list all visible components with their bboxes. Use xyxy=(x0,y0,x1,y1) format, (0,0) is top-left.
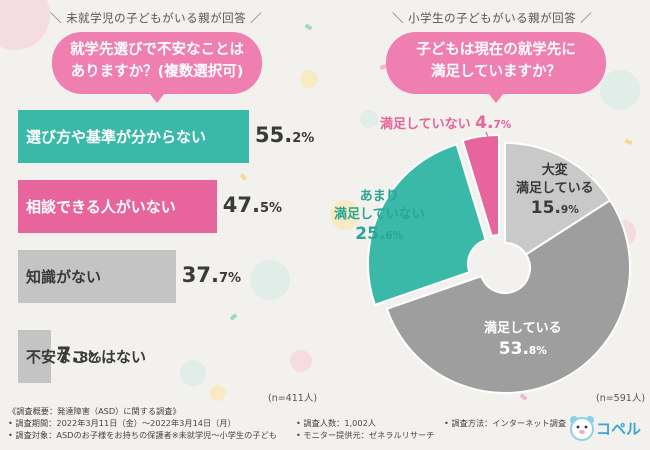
right-sample-size: (n=591人) xyxy=(596,393,646,404)
bar-value-3: 37.7% xyxy=(181,263,242,287)
right-question-line-1: 子どもは現在の就学先に xyxy=(416,42,576,58)
left-sample-size: (n=411人) xyxy=(268,393,318,404)
survey-summary: 《調査概要：発達障害（ASD）に関する調査》 • 調査期間：2022年3月11日… xyxy=(8,406,648,442)
bar-3 xyxy=(18,250,176,303)
right-panel-heading: ＼ 小学生の子どもがいる親が回答 ／ xyxy=(392,11,593,25)
pie-label-1: 大変 満足している 15.9% xyxy=(516,163,594,219)
pie-label-3: あまり 満足していない 25.6% xyxy=(334,189,425,245)
bar-4 xyxy=(18,330,51,383)
bar-value-4: 7.8% xyxy=(56,343,102,367)
bar-label-2: 相談できる人がいない xyxy=(26,198,176,216)
survey-title: 《調査概要：発達障害（ASD）に関する調査》 xyxy=(8,406,181,416)
left-question-line-1: 就学先選びで不安なことは xyxy=(70,42,244,58)
pie-slice-4 xyxy=(461,133,500,238)
copel-logo: コペル xyxy=(562,410,642,444)
bar-2 xyxy=(18,180,217,233)
survey-method: • 調査方法：インターネット調査 xyxy=(444,418,567,428)
pie-label-4: 満足していない 4.7% xyxy=(380,113,512,133)
pie-label-2: 満足している 53.8% xyxy=(484,321,562,359)
pie-leader-line xyxy=(485,131,494,149)
survey-provider: • モニター提供元：ゼネラルリサーチ xyxy=(296,430,435,440)
pie-slice-1 xyxy=(504,141,612,256)
bar-label-3: 知識がない xyxy=(26,268,102,286)
bar-label-4: 不安なことはない xyxy=(26,348,147,366)
right-question-bubble: 子どもは現在の就学先に 満足していますか？ xyxy=(386,32,606,103)
bar-1 xyxy=(18,110,249,163)
pie-slice-2 xyxy=(385,198,631,394)
right-question-line-2: 満足していますか？ xyxy=(430,63,562,80)
survey-period: • 調査期間：2022年3月11日（金）～2022年3月14日（月） xyxy=(8,418,236,428)
survey-count: • 調査人数：1,002人 xyxy=(296,418,376,428)
bear-mascot-icon xyxy=(570,416,594,441)
logo-text: コペル xyxy=(596,420,642,438)
bar-value-1: 55.2% xyxy=(255,123,315,147)
left-question-bubble: 就学先選びで不安なことは ありますか？(複数選択可) xyxy=(52,32,262,103)
pie-slice-3 xyxy=(367,143,487,307)
bar-value-2: 47.5% xyxy=(222,193,283,217)
bar-label-1: 選び方や基準が分からない xyxy=(26,128,207,146)
left-panel-heading: ＼ 未就学児の子どもがいる親が回答 ／ xyxy=(50,11,263,25)
survey-target: • 調査対象：ASDのお子様をお持ちの保護者※未就学児～小学生の子ども xyxy=(8,430,277,440)
left-question-line-2: ありますか？(複数選択可) xyxy=(70,63,244,80)
